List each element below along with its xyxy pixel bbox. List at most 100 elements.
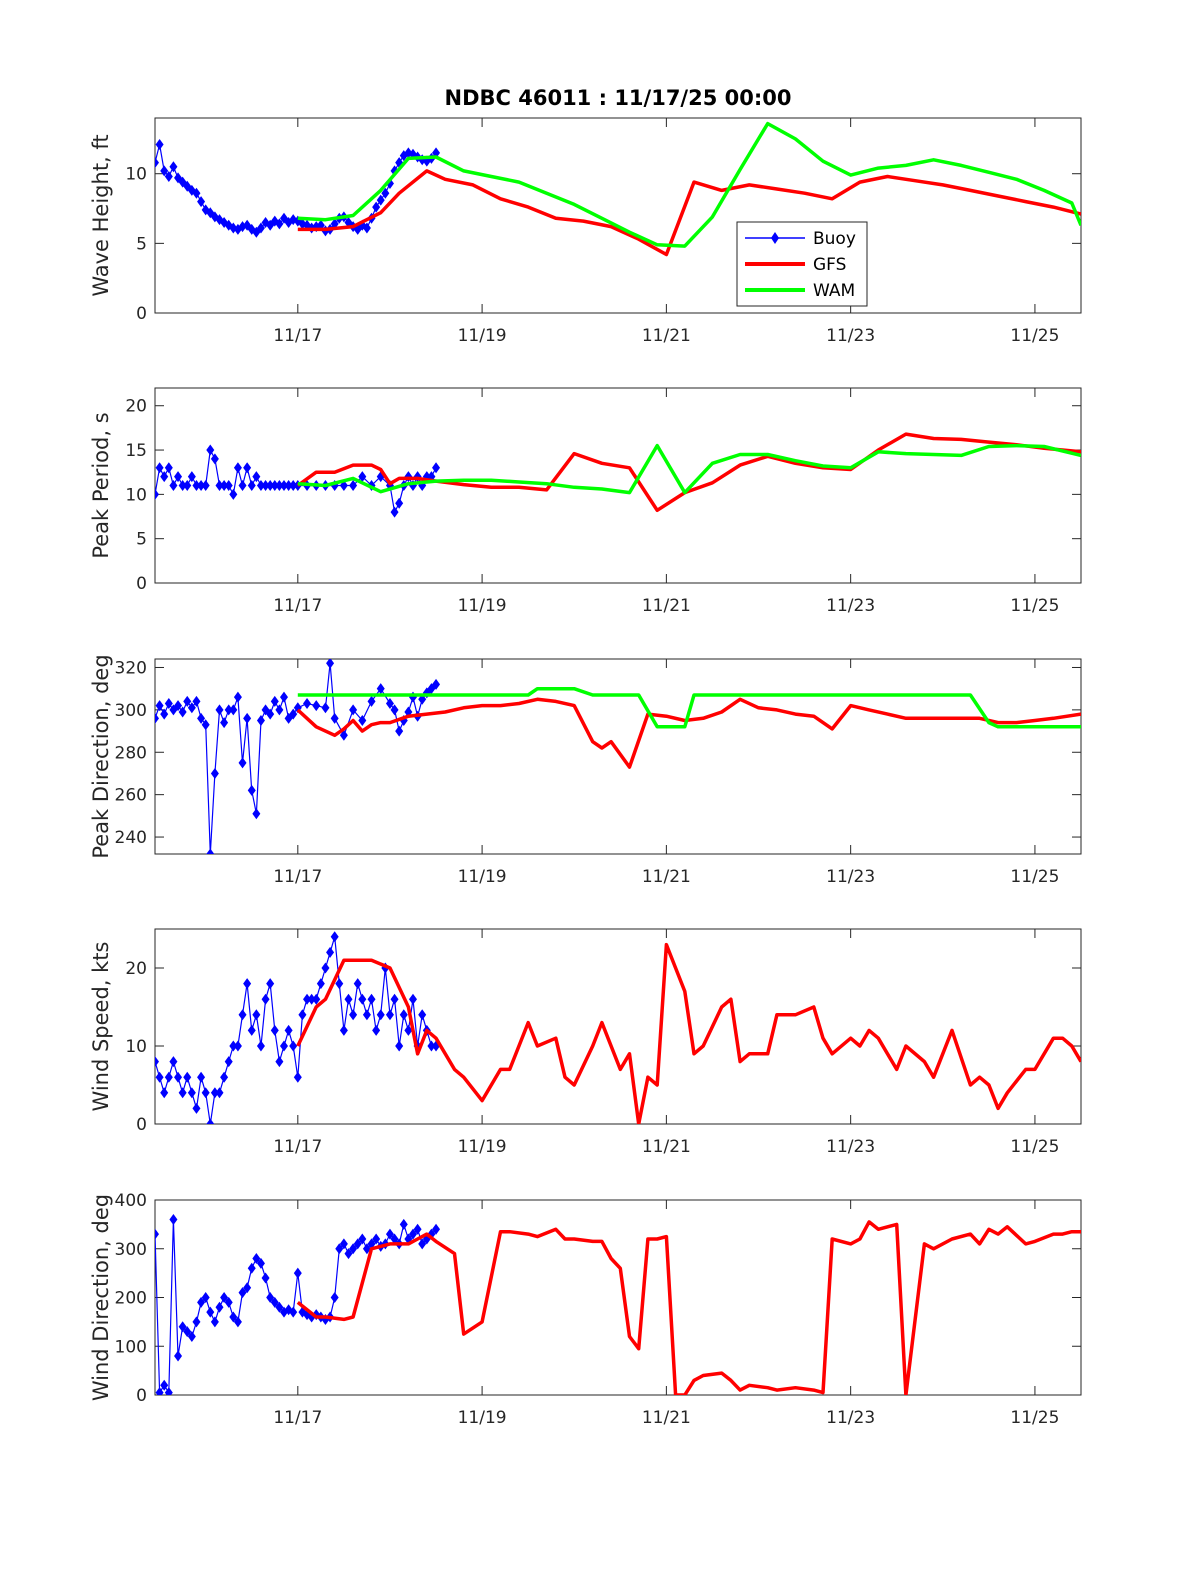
buoy-point — [169, 161, 178, 173]
buoy-point — [381, 187, 390, 199]
buoy-point — [215, 704, 224, 716]
buoy-point — [390, 506, 399, 518]
buoy-point — [293, 1071, 302, 1083]
buoy-point — [210, 1087, 219, 1099]
buoy-point — [303, 993, 312, 1005]
x-tick-label: 11/21 — [642, 326, 691, 346]
buoy-point — [215, 480, 224, 491]
buoy-point — [399, 1009, 408, 1021]
buoy-point — [362, 1243, 371, 1255]
buoy-point — [289, 480, 298, 491]
buoy-point — [252, 471, 261, 483]
buoy-point — [197, 196, 206, 208]
panel-5: 0 100 200 300 400 11/17 11/19 11/21 11/23 11/25 Wi… — [89, 1191, 1082, 1428]
buoy-point — [174, 471, 183, 483]
x-tick-label: 11/21 — [642, 867, 691, 887]
x-tick-label: 11/25 — [1010, 1408, 1059, 1428]
buoy-point — [256, 1257, 265, 1269]
buoy-point — [432, 462, 441, 474]
buoy-point — [155, 157, 159, 169]
buoy-point — [174, 700, 183, 712]
buoy-point — [353, 978, 362, 990]
buoy-point — [174, 1071, 183, 1083]
buoy-point — [339, 1238, 348, 1250]
buoy-point — [192, 1316, 201, 1328]
buoy-point — [233, 1316, 242, 1328]
buoy-point — [164, 1071, 173, 1083]
buoy-point — [372, 1233, 381, 1245]
buoy-point — [206, 444, 215, 456]
buoy-point — [358, 1233, 367, 1245]
y-tick-label: 280 — [115, 743, 147, 763]
buoy-point — [224, 1056, 233, 1068]
buoy-point — [215, 1301, 224, 1313]
x-tick-label: 11/25 — [1010, 1137, 1059, 1157]
buoy-point — [155, 138, 164, 150]
buoy-point — [303, 698, 312, 710]
buoy-point — [178, 1087, 187, 1099]
gfs-series-line — [296, 942, 1081, 1124]
buoy-point — [155, 700, 164, 712]
buoy-point — [220, 1292, 229, 1303]
buoy-point — [399, 1218, 408, 1230]
x-tick-label: 11/17 — [273, 326, 322, 346]
buoy-point — [289, 708, 298, 720]
x-tick-label: 11/17 — [273, 867, 322, 887]
x-tick-label: 11/21 — [642, 596, 691, 616]
buoy-point — [362, 222, 371, 234]
buoy-point — [330, 712, 339, 724]
legend-buoy-marker-icon — [771, 232, 779, 244]
x-tick-label: 11/19 — [458, 1408, 507, 1428]
buoy-point — [183, 480, 192, 491]
axes-box — [154, 658, 1082, 855]
buoy-point — [427, 1040, 436, 1052]
buoy-point — [335, 978, 344, 990]
buoy-point — [404, 1024, 413, 1036]
y-tick-label: 300 — [115, 1240, 147, 1260]
buoy-point — [358, 471, 367, 483]
buoy-point — [224, 1296, 233, 1308]
buoy-point — [178, 1321, 187, 1333]
buoy-point — [192, 187, 201, 199]
buoy-point — [160, 1379, 169, 1391]
y-tick-label: 0 — [136, 1386, 147, 1406]
buoy-point — [192, 480, 201, 491]
buoy-point — [367, 993, 376, 1005]
x-tick-label: 11/19 — [458, 326, 507, 346]
x-tick-label: 11/23 — [826, 867, 875, 887]
buoy-point — [385, 1228, 394, 1240]
wam-series-line — [297, 443, 1081, 495]
buoy-point — [293, 1267, 302, 1279]
buoy-point — [160, 471, 169, 483]
buoy-point — [385, 698, 394, 710]
buoy-point — [376, 683, 385, 695]
plot-area — [155, 121, 1081, 257]
x-tick-label: 11/19 — [458, 1137, 507, 1157]
y-axis-label: Wind Speed, kts — [89, 942, 113, 1112]
buoy-point — [390, 1233, 399, 1245]
buoy-point — [155, 488, 159, 500]
buoy-point — [367, 695, 376, 707]
y-tick-label: 20 — [125, 959, 147, 979]
buoy-point — [155, 1071, 164, 1083]
buoy-point — [169, 1214, 178, 1225]
legend-wam-label: WAM — [813, 281, 855, 301]
x-tick-label: 11/25 — [1010, 326, 1059, 346]
buoy-point — [247, 1262, 256, 1274]
buoy-point — [395, 497, 404, 509]
buoy-point — [178, 480, 187, 491]
buoy-point — [289, 1040, 298, 1052]
buoy-point — [432, 1223, 441, 1235]
buoy-point — [353, 1238, 362, 1250]
buoy-point — [243, 462, 252, 474]
buoy-point — [339, 729, 348, 741]
legend-buoy-label: Buoy — [813, 229, 856, 249]
buoy-point — [256, 480, 265, 491]
buoy-point — [312, 993, 321, 1005]
buoy-point — [178, 706, 187, 718]
buoy-point — [344, 993, 353, 1005]
y-axis-label: Wave Height, ft — [89, 134, 113, 296]
buoy-point — [155, 1228, 159, 1240]
y-tick-label: 0 — [136, 574, 147, 594]
